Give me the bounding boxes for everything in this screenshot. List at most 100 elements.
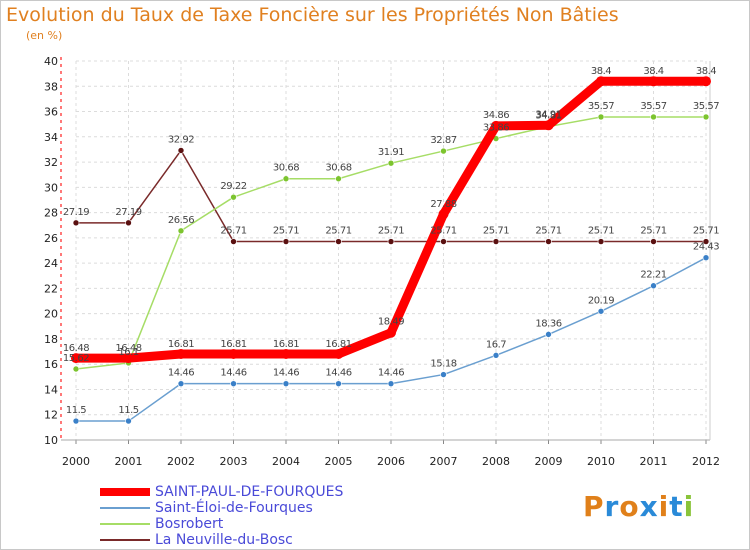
proxiti-logo: Proxiti <box>583 490 695 523</box>
data-point-1 <box>440 371 447 378</box>
data-point-0 <box>281 348 291 359</box>
y-tick-label: 20 <box>44 308 58 321</box>
data-point-2 <box>387 159 395 167</box>
chart-title: Evolution du Taux de Taxe Foncière sur l… <box>6 4 619 26</box>
data-point-0 <box>438 209 449 220</box>
y-tick-label: 18 <box>44 333 58 346</box>
data-point-0 <box>491 120 501 131</box>
data-point-3 <box>282 238 290 245</box>
data-label-2: 30.68 <box>325 163 351 174</box>
data-label-3: 25.71 <box>220 226 246 237</box>
legend-label-1: Saint-Éloi-de-Fourques <box>155 500 313 516</box>
data-point-3 <box>650 238 657 245</box>
data-label-3: 25.71 <box>640 226 666 237</box>
legend-swatch-3 <box>100 539 150 541</box>
x-tick-label: 2011 <box>640 455 668 468</box>
y-tick-label: 24 <box>44 257 58 270</box>
data-point-2 <box>177 227 185 235</box>
data-point-1 <box>545 331 552 338</box>
x-tick-label: 2009 <box>535 455 563 468</box>
y-tick-label: 34 <box>44 131 58 144</box>
data-label-0: 18.49 <box>378 317 404 328</box>
x-tick-label: 2008 <box>482 455 510 468</box>
data-point-0 <box>333 348 344 359</box>
data-point-3 <box>125 219 132 227</box>
data-label-2: 15.62 <box>63 353 89 364</box>
data-label-0: 34.86 <box>483 110 509 121</box>
data-label-0: 16.81 <box>220 339 246 350</box>
data-label-2: 16.1 <box>118 347 138 358</box>
data-label-3: 27.19 <box>63 207 89 218</box>
data-point-3 <box>440 238 447 245</box>
legend-swatch-0 <box>100 488 150 496</box>
data-label-2: 29.22 <box>220 181 246 192</box>
data-label-3: 25.71 <box>588 226 614 237</box>
y-tick-label: 26 <box>44 232 58 245</box>
y-tick-label: 28 <box>44 207 58 220</box>
x-tick-label: 2004 <box>272 455 300 468</box>
data-label-1: 15.18 <box>430 359 456 370</box>
data-label-1: 14.46 <box>273 368 299 379</box>
data-point-2 <box>72 365 80 373</box>
data-label-1: 20.19 <box>588 295 614 306</box>
data-label-2: 34.81 <box>535 111 561 122</box>
data-label-2: 35.57 <box>640 101 666 112</box>
data-label-1: 14.46 <box>325 368 351 379</box>
data-point-2 <box>335 175 342 183</box>
data-point-2 <box>440 147 447 155</box>
x-tick-label: 2000 <box>62 455 90 468</box>
y-tick-label: 14 <box>44 383 58 396</box>
data-point-1 <box>335 380 342 387</box>
data-label-0: 38.4 <box>643 66 663 77</box>
series-lines <box>71 76 711 425</box>
grid <box>75 60 707 441</box>
data-label-1: 18.36 <box>535 318 561 329</box>
data-point-1 <box>702 254 710 262</box>
legend-label-2: Bosrobert <box>155 516 224 532</box>
data-label-0: 16.81 <box>325 339 351 350</box>
data-point-1 <box>597 307 605 315</box>
y-tick-label: 38 <box>44 80 58 93</box>
data-point-1 <box>125 417 132 425</box>
data-point-1 <box>492 352 500 359</box>
data-point-2 <box>230 193 237 201</box>
data-point-0 <box>543 120 554 131</box>
y-tick-label: 40 <box>44 55 58 68</box>
data-label-2: 35.57 <box>588 101 614 112</box>
data-point-0 <box>71 353 81 364</box>
data-point-3 <box>335 238 342 245</box>
y-tick-label: 32 <box>44 156 58 169</box>
data-label-0: 38.4 <box>696 66 716 77</box>
x-tick-label: 2010 <box>587 455 615 468</box>
data-point-2 <box>597 113 605 121</box>
data-point-2 <box>702 113 710 121</box>
data-label-3: 25.71 <box>693 226 719 237</box>
data-label-3: 27.19 <box>115 207 141 218</box>
line-chart: 10 12 14 16 18 20 22 24 26 28 30 32 34 36 38 40 2000 2001… <box>44 55 720 468</box>
x-tick-label: 2007 <box>430 455 458 468</box>
unit-label: (en %) <box>26 29 63 42</box>
data-label-2: 35.57 <box>693 101 719 112</box>
y-tick-label: 12 <box>44 409 58 422</box>
x-tick-label: 2005 <box>325 455 353 468</box>
data-label-1: 14.46 <box>220 368 246 379</box>
data-label-0: 16.48 <box>115 343 141 354</box>
data-label-3: 25.71 <box>325 226 351 237</box>
data-label-1: 11.5 <box>118 405 138 416</box>
legend-swatch-2 <box>100 523 150 525</box>
data-label-0: 16.81 <box>168 339 194 350</box>
data-label-3: 25.71 <box>430 226 456 237</box>
legend-label-0: SAINT-PAUL-DE-FOURQUES <box>155 484 344 500</box>
data-point-3 <box>492 238 500 245</box>
data-point-1 <box>72 417 80 425</box>
legend-label-3: La Neuville-du-Bosc <box>155 532 293 548</box>
data-point-0 <box>228 348 239 359</box>
data-point-0 <box>701 76 711 87</box>
data-label-3: 32.92 <box>168 134 194 145</box>
data-point-0 <box>176 348 186 359</box>
data-point-2 <box>650 113 657 121</box>
data-point-1 <box>387 380 395 387</box>
data-label-1: 14.46 <box>168 368 194 379</box>
data-point-3 <box>545 238 552 245</box>
y-tick-label: 30 <box>44 181 58 194</box>
